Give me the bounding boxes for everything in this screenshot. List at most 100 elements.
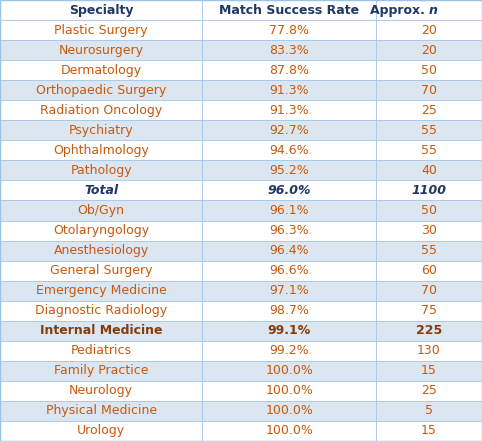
Text: Otolaryngology: Otolaryngology (53, 224, 149, 237)
Bar (376, 0, 482, 20)
Text: Total: Total (84, 184, 118, 197)
Bar (0, 100, 202, 120)
Text: 25: 25 (421, 104, 437, 117)
Bar (202, 140, 376, 161)
Text: 87.8%: 87.8% (269, 64, 309, 77)
Bar (376, 261, 482, 280)
Text: 60: 60 (421, 264, 437, 277)
Bar (376, 361, 482, 381)
Bar (202, 201, 376, 220)
Text: 75: 75 (421, 304, 437, 317)
Bar (376, 80, 482, 100)
Text: 91.3%: 91.3% (269, 104, 309, 117)
Bar (202, 421, 376, 441)
Text: Psychiatry: Psychiatry (69, 124, 134, 137)
Bar (0, 301, 202, 321)
Text: 83.3%: 83.3% (269, 44, 309, 56)
Bar (0, 240, 202, 261)
Bar (0, 140, 202, 161)
Text: 99.1%: 99.1% (268, 324, 311, 337)
Bar (0, 361, 202, 381)
Text: 97.1%: 97.1% (269, 284, 309, 297)
Bar (202, 20, 376, 40)
Text: 95.2%: 95.2% (269, 164, 309, 177)
Bar (0, 401, 202, 421)
Bar (202, 180, 376, 201)
Text: 96.3%: 96.3% (269, 224, 309, 237)
Bar (376, 381, 482, 401)
Text: 55: 55 (421, 124, 437, 137)
Bar (202, 0, 376, 20)
Text: 70: 70 (421, 284, 437, 297)
Text: 100.0%: 100.0% (265, 364, 313, 377)
Bar (376, 40, 482, 60)
Bar (202, 161, 376, 180)
Bar (376, 220, 482, 240)
Bar (0, 20, 202, 40)
Text: Neurosurgery: Neurosurgery (59, 44, 144, 56)
Text: Ob/Gyn: Ob/Gyn (78, 204, 125, 217)
Text: 15: 15 (421, 425, 437, 437)
Bar (376, 301, 482, 321)
Bar (376, 341, 482, 361)
Bar (0, 341, 202, 361)
Bar (0, 421, 202, 441)
Bar (0, 60, 202, 80)
Text: 100.0%: 100.0% (265, 425, 313, 437)
Bar (202, 301, 376, 321)
Text: 100.0%: 100.0% (265, 404, 313, 418)
Bar (202, 80, 376, 100)
Bar (376, 421, 482, 441)
Bar (0, 161, 202, 180)
Text: 5: 5 (425, 404, 433, 418)
Text: 96.4%: 96.4% (269, 244, 309, 257)
Text: Urology: Urology (77, 425, 125, 437)
Bar (202, 60, 376, 80)
Text: 92.7%: 92.7% (269, 124, 309, 137)
Text: Pediatrics: Pediatrics (71, 344, 132, 357)
Text: 25: 25 (421, 385, 437, 397)
Bar (202, 361, 376, 381)
Text: 96.0%: 96.0% (268, 184, 311, 197)
Bar (0, 80, 202, 100)
Text: General Surgery: General Surgery (50, 264, 152, 277)
Text: 94.6%: 94.6% (269, 144, 309, 157)
Bar (0, 120, 202, 140)
Text: 50: 50 (421, 64, 437, 77)
Text: 20: 20 (421, 44, 437, 56)
Bar (376, 20, 482, 40)
Bar (0, 40, 202, 60)
Text: Radiation Oncology: Radiation Oncology (40, 104, 162, 117)
Text: Anesthesiology: Anesthesiology (54, 244, 149, 257)
Text: 96.6%: 96.6% (269, 264, 309, 277)
Text: 98.7%: 98.7% (269, 304, 309, 317)
Text: Specialty: Specialty (69, 4, 134, 16)
Bar (376, 100, 482, 120)
Bar (376, 321, 482, 341)
Text: 55: 55 (421, 244, 437, 257)
Text: 70: 70 (421, 84, 437, 97)
Text: 225: 225 (416, 324, 442, 337)
Bar (202, 280, 376, 301)
Bar (202, 381, 376, 401)
Bar (0, 261, 202, 280)
Bar (202, 220, 376, 240)
Bar (376, 180, 482, 201)
Text: 100.0%: 100.0% (265, 385, 313, 397)
Bar (0, 381, 202, 401)
Bar (376, 201, 482, 220)
Text: 91.3%: 91.3% (269, 84, 309, 97)
Text: 96.1%: 96.1% (269, 204, 309, 217)
Bar (376, 161, 482, 180)
Bar (376, 60, 482, 80)
Bar (376, 401, 482, 421)
Bar (0, 321, 202, 341)
Text: 130: 130 (417, 344, 441, 357)
Bar (202, 120, 376, 140)
Text: 40: 40 (421, 164, 437, 177)
Bar (376, 140, 482, 161)
Bar (0, 220, 202, 240)
Text: Plastic Surgery: Plastic Surgery (54, 23, 148, 37)
Text: Neurology: Neurology (69, 385, 133, 397)
Text: Ophthalmology: Ophthalmology (54, 144, 149, 157)
